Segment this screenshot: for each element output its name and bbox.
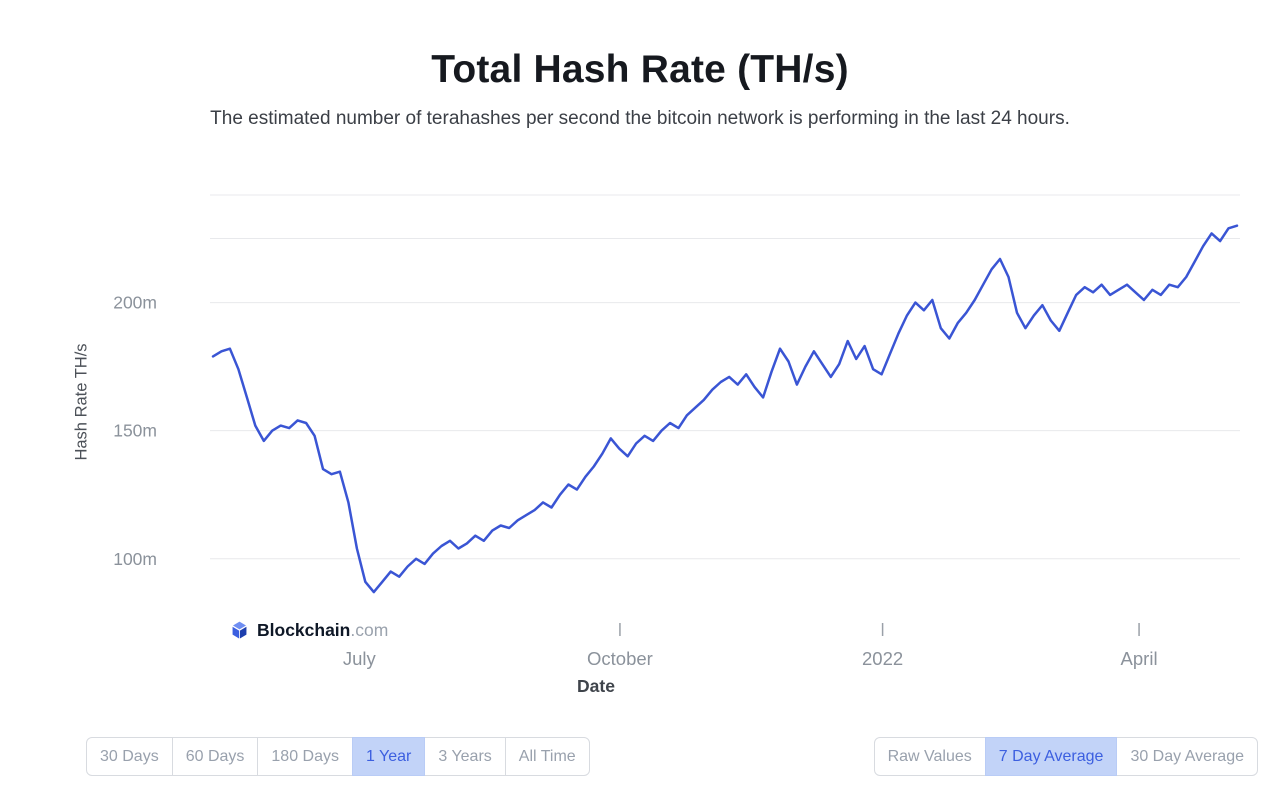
time-range-button-group: 30 Days 60 Days 180 Days 1 Year 3 Years … <box>86 737 590 776</box>
page-title: Total Hash Rate (TH/s) <box>431 48 849 91</box>
x-tick-label: 2022 <box>862 648 903 669</box>
logo-suffix: .com <box>350 620 389 640</box>
blockchain-logo-icon <box>229 620 250 641</box>
range-3years-button[interactable]: 3 Years <box>424 737 506 776</box>
page-subtitle: The estimated number of terahashes per s… <box>210 108 1070 129</box>
x-tick-label: July <box>343 648 377 669</box>
range-1year-button[interactable]: 1 Year <box>352 737 426 776</box>
blockchain-logo[interactable]: Blockchain.com <box>229 620 388 641</box>
avg-7day-average-button[interactable]: 7 Day Average <box>984 737 1118 776</box>
hashrate-line <box>211 224 1239 594</box>
range-180days-button[interactable]: 180 Days <box>257 737 353 776</box>
x-tick-label: October <box>587 648 653 669</box>
y-tick-label: 200m <box>113 293 157 313</box>
range-60days-button[interactable]: 60 Days <box>171 737 259 776</box>
range-30days-button[interactable]: 30 Days <box>86 737 173 776</box>
averaging-button-group: Raw Values 7 Day Average 30 Day Average <box>873 737 1258 776</box>
x-tick-label: April <box>1121 648 1158 669</box>
avg-30day-average-button[interactable]: 30 Day Average <box>1116 737 1258 776</box>
avg-raw-values-button[interactable]: Raw Values <box>873 737 986 776</box>
y-tick-label: 150m <box>113 421 157 441</box>
y-tick-label: 100m <box>113 549 157 569</box>
hashrate-chart-plot[interactable]: 100m 150m 200m July October 2022 April <box>0 160 1280 700</box>
blockchain-logo-text: Blockchain.com <box>257 620 388 641</box>
range-alltime-button[interactable]: All Time <box>504 737 590 776</box>
x-axis-title: Date <box>577 676 615 696</box>
logo-name: Blockchain <box>257 620 351 640</box>
